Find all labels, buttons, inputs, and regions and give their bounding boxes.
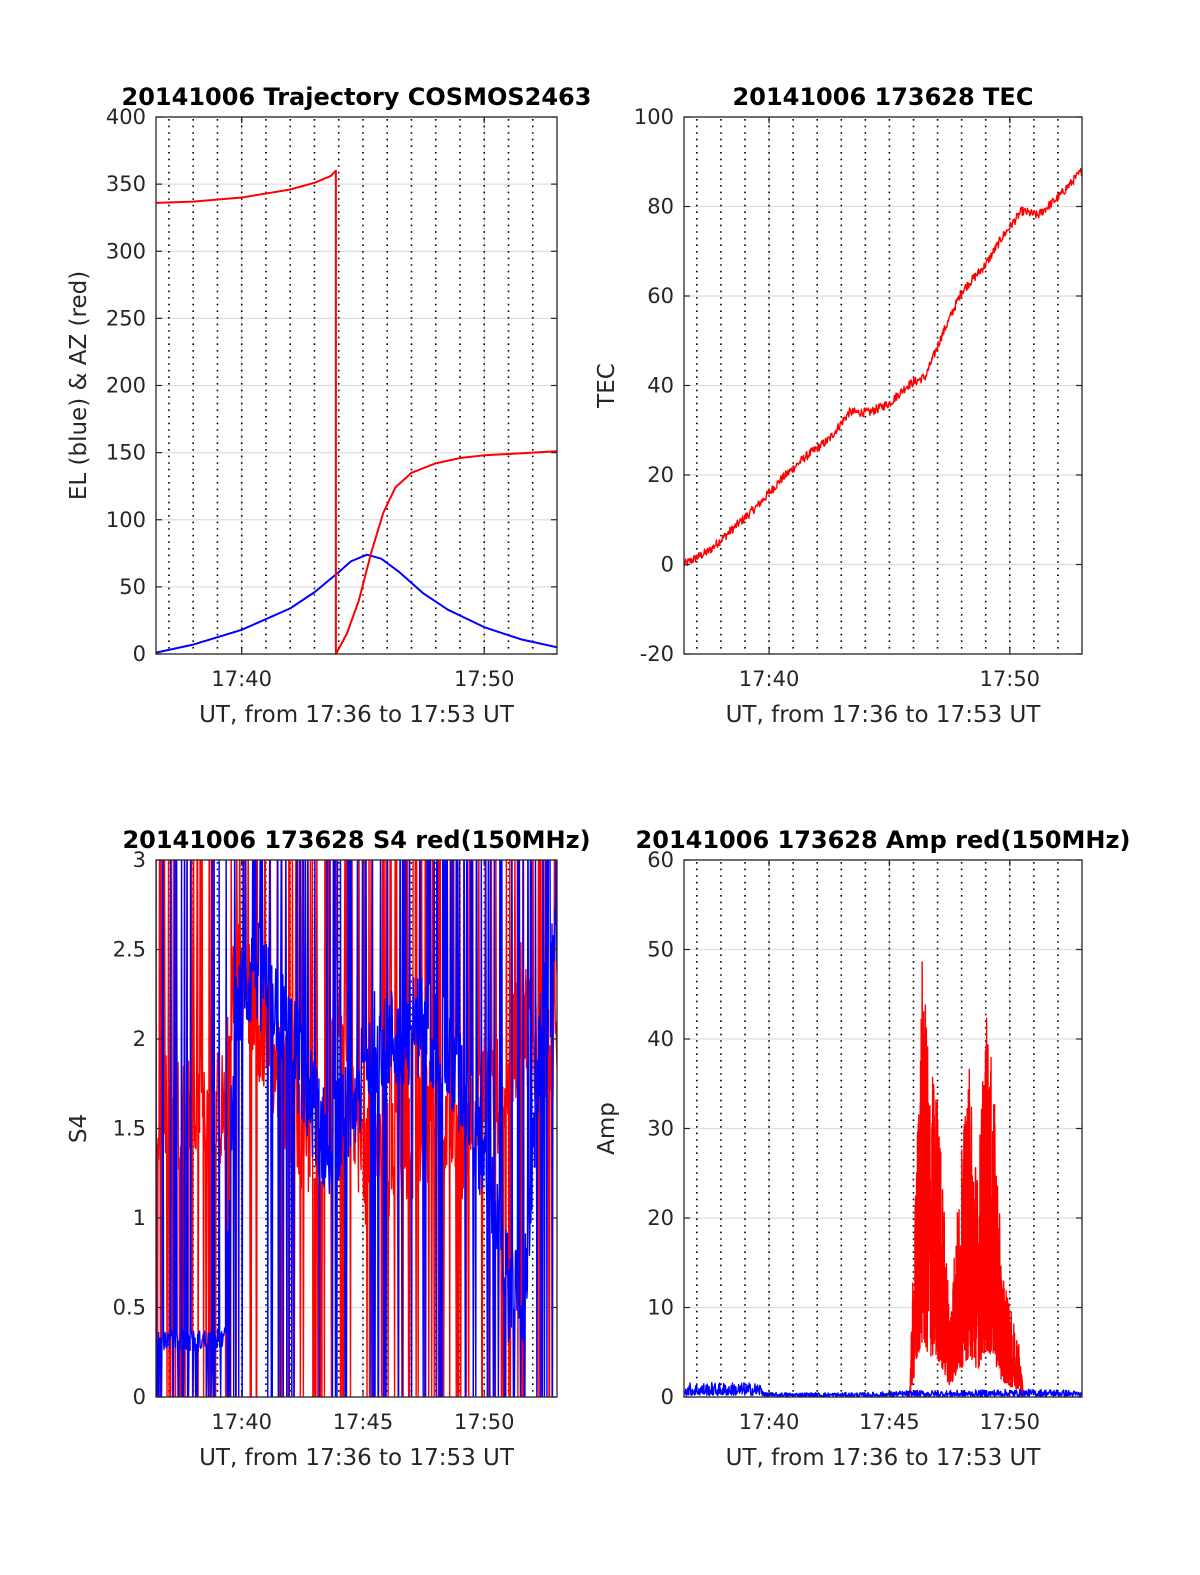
chart-title: 20141006 173628 S4 red(150MHz) (122, 826, 590, 854)
y-tick-label: 350 (106, 172, 146, 196)
chart-title: 20141006 173628 TEC (733, 83, 1034, 111)
x-tick-label: 17:40 (739, 1410, 800, 1434)
panel-amp: 0 10 20 30 40 50 60 17:40 17:45 17:50 20141006 173… (594, 826, 1130, 1471)
series-line-amp-1 (684, 1382, 1082, 1397)
y-tick-label: 300 (106, 239, 146, 263)
series-line-s4-1 (156, 860, 557, 1397)
y-axis-label: Amp (594, 1102, 620, 1155)
y-tick-label: 0 (133, 642, 146, 666)
chart-title: 20141006 173628 Amp red(150MHz) (636, 826, 1131, 854)
y-tick-label: 50 (119, 575, 146, 599)
x-tick-label: 17:50 (980, 667, 1041, 691)
x-axis-label: UT, from 17:36 to 17:53 UT (199, 702, 515, 728)
panel-tec: -20 0 20 40 60 80 100 17:40 17:50 20141006 173628… (594, 83, 1083, 728)
y-tick-label: 400 (106, 105, 146, 129)
series-line-trajectory-0 (156, 553, 557, 654)
x-axis-label: UT, from 17:36 to 17:53 UT (726, 702, 1042, 728)
y-tick-label: 40 (647, 374, 674, 398)
y-tick-label: 60 (647, 284, 674, 308)
y-tick-label: 10 (647, 1296, 674, 1320)
y-tick-label: 0 (133, 1385, 146, 1409)
chart-title: 20141006 Trajectory COSMOS2463 (122, 83, 592, 111)
y-tick-label: 0 (661, 1385, 674, 1409)
x-tick-label: 17:40 (211, 667, 272, 691)
y-tick-label: -20 (640, 642, 674, 666)
y-tick-label: 2 (133, 1027, 146, 1051)
y-tick-label: 20 (647, 463, 674, 487)
y-tick-label: 40 (647, 1027, 674, 1051)
series-line-tec-0 (684, 167, 1082, 567)
series-line-trajectory-1 (156, 169, 557, 654)
panel-s4: 0 0.5 1 1.5 2 2.5 3 17:40 17:45 17:50 20141006 173… (66, 826, 591, 1471)
y-tick-label: 3 (133, 848, 146, 872)
y-tick-label: 20 (647, 1206, 674, 1230)
y-axis-label: TEC (594, 363, 620, 409)
panel-trajectory: 0 50 100 150 200 250 300 350 400 17:40 17:50 201410… (66, 83, 591, 728)
y-tick-label: 1 (133, 1206, 146, 1230)
y-tick-label: 0.5 (113, 1296, 146, 1320)
x-axis-label: UT, from 17:36 to 17:53 UT (726, 1445, 1042, 1471)
y-tick-label: 2.5 (113, 938, 146, 962)
y-tick-label: 30 (647, 1117, 674, 1141)
y-tick-label: 150 (106, 441, 146, 465)
y-tick-label: 80 (647, 195, 674, 219)
x-tick-label: 17:40 (739, 667, 800, 691)
x-axis-label: UT, from 17:36 to 17:53 UT (199, 1445, 515, 1471)
y-tick-label: 250 (106, 306, 146, 330)
x-tick-label: 17:50 (980, 1410, 1041, 1434)
y-tick-label: 200 (106, 374, 146, 398)
x-tick-label: 17:50 (454, 667, 515, 691)
y-tick-label: 0 (661, 553, 674, 577)
y-axis-label: S4 (66, 1114, 92, 1143)
y-tick-label: 60 (647, 848, 674, 872)
x-tick-label: 17:40 (211, 1410, 272, 1434)
y-axis-label: EL (blue) & AZ (red) (66, 271, 92, 500)
y-tick-label: 1.5 (113, 1117, 146, 1141)
y-tick-label: 100 (634, 105, 674, 129)
y-tick-label: 100 (106, 508, 146, 532)
x-tick-label: 17:50 (454, 1410, 515, 1434)
series-line-amp-0 (908, 961, 1025, 1397)
y-tick-label: 50 (647, 938, 674, 962)
x-tick-label: 17:45 (859, 1410, 920, 1434)
x-tick-label: 17:45 (333, 1410, 394, 1434)
